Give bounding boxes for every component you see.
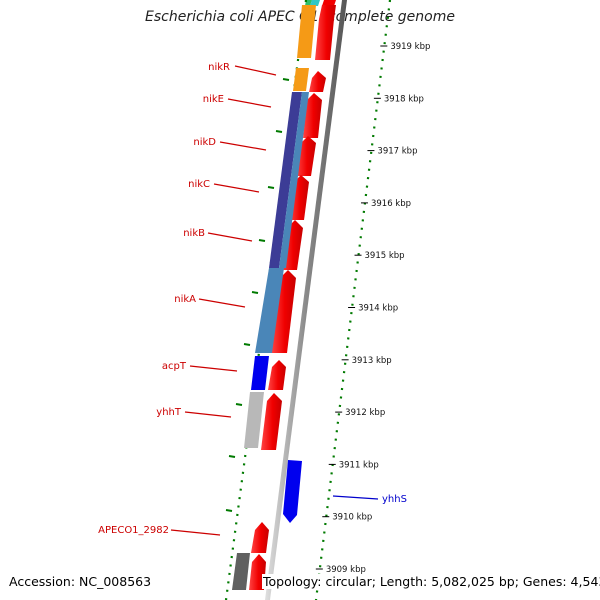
kbp-label: 3918 kbp bbox=[384, 94, 424, 104]
gene-label-nikD: nikD bbox=[193, 137, 216, 148]
cds-arrow bbox=[309, 71, 326, 92]
kbp-scale: 3919 kbp 3918 kbp 3917 kbp 3916 kbp 3915 kbp… bbox=[315, 42, 430, 575]
kbp-label: 3915 kbp bbox=[365, 251, 405, 261]
kbp-label: 3909 kbp bbox=[326, 565, 366, 575]
cds-arrow bbox=[271, 270, 296, 353]
gene-label-nikC: nikC bbox=[188, 179, 210, 190]
gene-label-APECO1_2982: APECO1_2982 bbox=[98, 525, 169, 536]
kbp-label: 3911 kbp bbox=[339, 460, 379, 470]
cds-arrow bbox=[268, 360, 286, 390]
gene-label-yhhS: yhhS bbox=[382, 494, 407, 505]
gc-content-arc-outer bbox=[314, 0, 392, 600]
cds-arrow bbox=[315, 5, 336, 60]
functional-category-blocks bbox=[232, 5, 316, 590]
genome-backbone bbox=[265, 0, 347, 600]
gene-label-nikR: nikR bbox=[208, 62, 230, 73]
kbp-label: 3912 kbp bbox=[345, 408, 385, 418]
kbp-label: 3917 kbp bbox=[377, 147, 417, 157]
kbp-label: 3910 kbp bbox=[332, 513, 372, 523]
gene-label-nikE: nikE bbox=[203, 94, 224, 105]
kbp-label: 3919 kbp bbox=[390, 42, 430, 52]
kbp-label: 3913 kbp bbox=[352, 356, 392, 366]
gene-label-acpT: acpT bbox=[162, 361, 187, 372]
map-title: Escherichia coli APEC O1, complete genom… bbox=[145, 9, 455, 25]
cds-arrow bbox=[303, 93, 322, 138]
cds-arrow bbox=[249, 554, 266, 590]
kbp-label: 3914 kbp bbox=[358, 304, 398, 314]
kbp-label: 3916 kbp bbox=[371, 199, 411, 209]
cds-arrow bbox=[261, 393, 282, 450]
gene-label-yhhT: yhhT bbox=[156, 407, 182, 418]
gene-label-nikA: nikA bbox=[174, 294, 196, 305]
gc-skew-ticks bbox=[225, 78, 290, 512]
gene-label-nikB: nikB bbox=[183, 228, 205, 239]
genome-summary: Topology: circular; Length: 5,082,025 bp… bbox=[262, 574, 600, 589]
cds-arrow-yhhS bbox=[283, 460, 302, 523]
cds-arrow bbox=[251, 522, 269, 553]
label-leader-lines bbox=[170, 65, 379, 536]
accession-label: Accession: NC_008563 bbox=[8, 574, 153, 589]
